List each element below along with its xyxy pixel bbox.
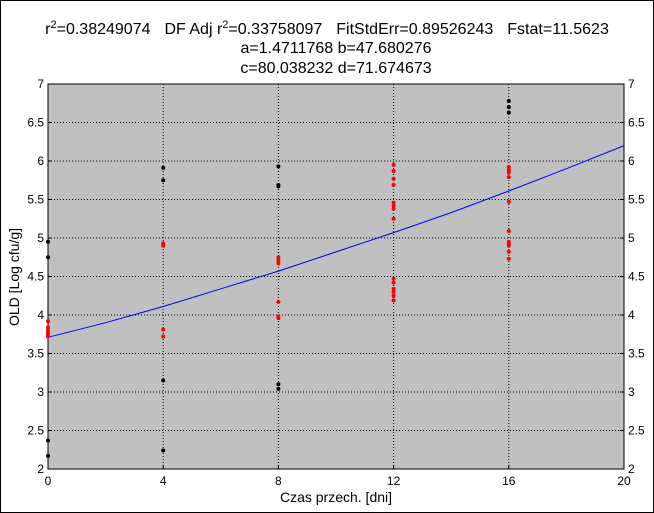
- data-point: [506, 256, 511, 261]
- fit-curve: [47, 145, 625, 338]
- data-point: [506, 175, 511, 180]
- data-point: [161, 327, 166, 332]
- y-tick-label-right: 6: [628, 154, 635, 168]
- data-point: [46, 325, 50, 330]
- x-tick-label: 8: [275, 474, 282, 488]
- x-tick-label: 12: [387, 474, 401, 488]
- y-tick-label-left: 4: [37, 308, 44, 322]
- data-point: [276, 299, 281, 304]
- y-tick-label-right: 4.5: [628, 270, 645, 284]
- y-tick-label-right: 6.5: [628, 116, 645, 130]
- y-tick-label-right: 2: [628, 462, 635, 476]
- data-point: [276, 382, 281, 387]
- x-tick-label: 0: [45, 474, 52, 488]
- data-point: [276, 255, 281, 260]
- data-point: [391, 276, 396, 281]
- x-tick-label: 4: [160, 474, 167, 488]
- data-point: [276, 261, 281, 266]
- data-point: [506, 98, 511, 103]
- data-point: [276, 258, 281, 263]
- data-point: [46, 438, 50, 443]
- y-tick-label-right: 4: [628, 308, 635, 322]
- data-point: [391, 162, 396, 167]
- x-tick-label: 20: [617, 474, 631, 488]
- data-point: [506, 243, 511, 248]
- y-tick-label-left: 7: [37, 77, 44, 91]
- data-point: [391, 206, 396, 211]
- data-point: [391, 176, 396, 181]
- chart-title-line-1: r2=0.38249074 DF Adj r2=0.33758097 FitStdE…: [45, 19, 609, 38]
- y-tick-label-right: 5: [628, 231, 635, 245]
- y-tick-label-left: 2: [37, 462, 44, 476]
- data-point: [391, 298, 396, 303]
- data-point: [161, 178, 166, 183]
- y-tick-label-right: 5.5: [628, 193, 645, 207]
- data-point: [46, 239, 50, 244]
- y-tick-label-right: 7: [628, 77, 635, 91]
- data-point: [506, 170, 511, 175]
- data-point: [46, 319, 50, 324]
- fit-curve-group: [47, 145, 625, 338]
- data-point: [391, 200, 396, 205]
- data-point: [161, 334, 166, 339]
- data-point: [506, 199, 511, 204]
- data-point: [506, 105, 511, 110]
- data-points: [46, 98, 511, 458]
- y-tick-label-right: 3: [628, 385, 635, 399]
- data-point: [276, 184, 281, 189]
- y-axis-title: OLD [Log cfu/g]: [6, 228, 22, 326]
- data-point: [161, 378, 166, 383]
- data-point: [276, 316, 281, 321]
- y-tick-label-left: 6: [37, 154, 44, 168]
- data-point: [276, 386, 281, 391]
- data-point: [391, 286, 396, 291]
- data-point: [391, 289, 396, 294]
- data-point: [391, 182, 396, 187]
- x-tick-label: 16: [502, 474, 516, 488]
- y-tick-label-right: 3.5: [628, 347, 645, 361]
- chart-title-line-2: a=1.4711768 b=47.680276: [240, 40, 431, 57]
- y-tick-label-left: 5: [37, 231, 44, 245]
- data-point: [506, 110, 511, 115]
- data-point: [391, 203, 396, 208]
- y-tick-label-left: 2.5: [27, 424, 44, 438]
- y-tick-label-left: 5.5: [27, 193, 44, 207]
- chart-title-line-3: c=80.038232 d=71.674673: [240, 60, 431, 77]
- data-point: [46, 453, 50, 458]
- y-tick-label-left: 4.5: [27, 270, 44, 284]
- data-point: [391, 216, 396, 221]
- x-axis-title: Czas przech. [dni]: [280, 489, 392, 505]
- data-point: [161, 448, 166, 453]
- data-point: [46, 255, 50, 260]
- data-point: [391, 293, 396, 298]
- y-tick-label-left: 3: [37, 385, 44, 399]
- data-point: [46, 334, 50, 339]
- data-point: [161, 243, 166, 248]
- data-point: [391, 280, 396, 285]
- data-point: [506, 249, 511, 254]
- y-tick-label-left: 6.5: [27, 116, 44, 130]
- data-point: [276, 164, 281, 169]
- grid-lines: [48, 84, 624, 469]
- data-point: [391, 169, 396, 174]
- y-tick-label-right: 2.5: [628, 424, 645, 438]
- data-point: [161, 165, 166, 170]
- data-point: [506, 165, 511, 170]
- y-tick-label-left: 3.5: [27, 347, 44, 361]
- axis-ticks: 0 4 8 12 16 202 22.5 2.53 33.5 3.54 44.5 4.55 55.5 5.…: [27, 77, 645, 488]
- data-point: [506, 229, 511, 234]
